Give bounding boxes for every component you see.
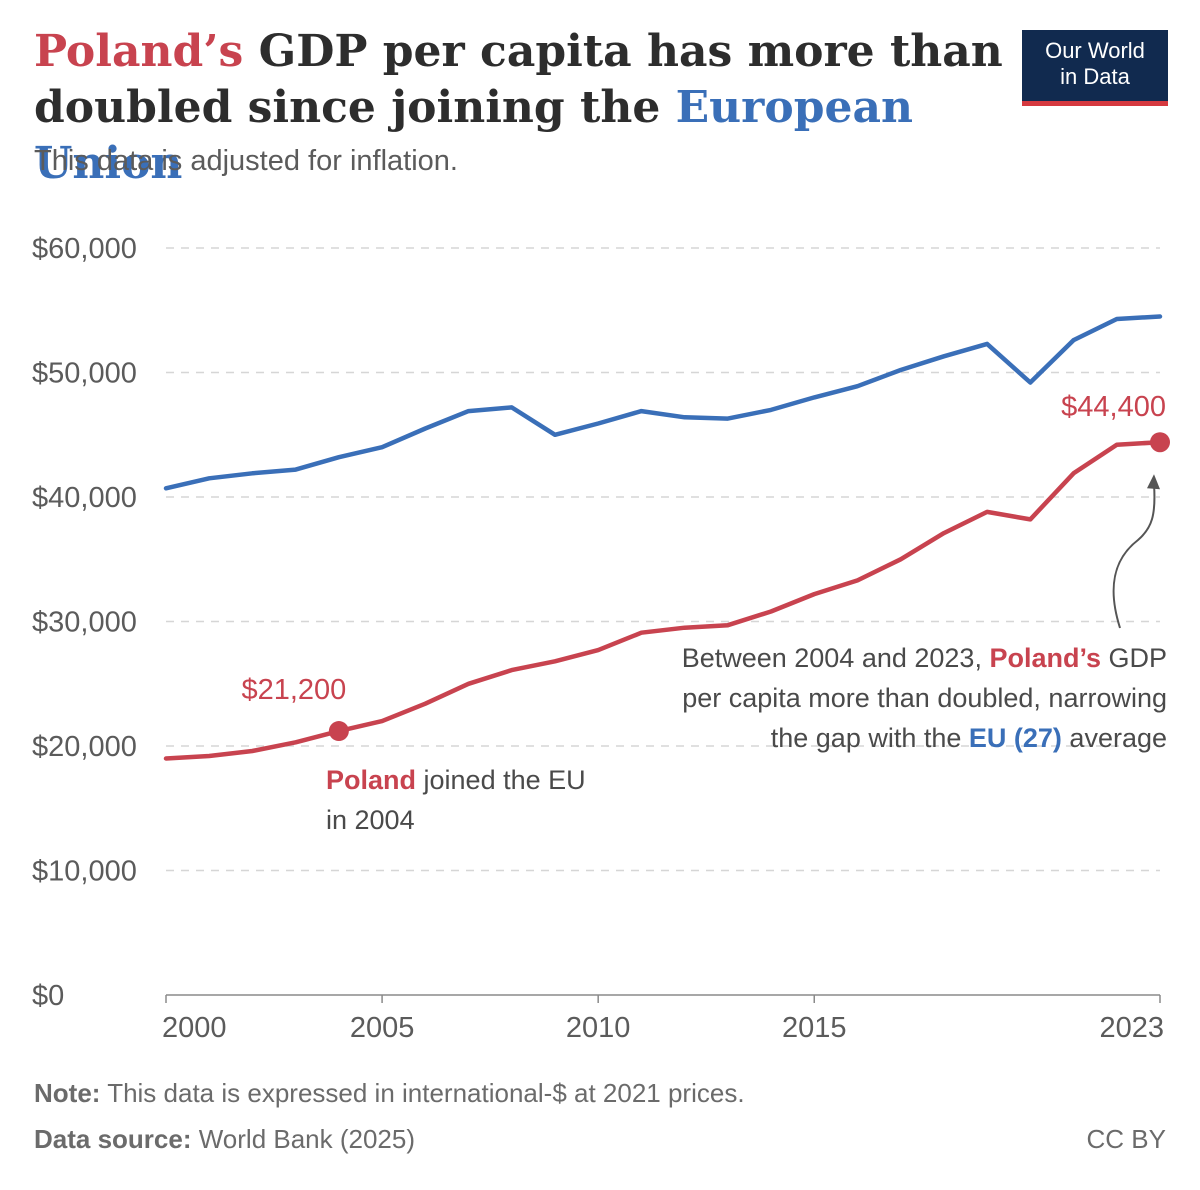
- x-tick-label: 2023: [1099, 1012, 1164, 1044]
- y-tick-label: $60,000: [32, 233, 137, 265]
- axes: $0 $10,000 $20,000 $30,000 $40,000 $50,000 $60…: [32, 233, 1164, 1044]
- x-tick-label: 2000: [162, 1012, 227, 1044]
- data-label-poland-2004: $21,200: [241, 674, 346, 706]
- license[interactable]: CC BY: [1086, 1124, 1166, 1154]
- series-line-eu: [163, 314, 1163, 491]
- data-label-poland-2023: $44,400: [1061, 391, 1166, 423]
- y-tick-label: $40,000: [32, 482, 137, 514]
- note-label: Note:: [34, 1078, 101, 1108]
- x-tick-label: 2005: [350, 1012, 415, 1044]
- x-tick-label: 2010: [566, 1012, 631, 1044]
- title-eu: European Union: [34, 82, 913, 189]
- source-label: Data source:: [34, 1124, 192, 1154]
- x-tick-label: 2015: [782, 1012, 847, 1044]
- logo-line-2: in Data: [1060, 64, 1130, 89]
- summary-text-3: average: [1061, 723, 1167, 753]
- summary-text-2: GDP per capita more than doubled, narrow…: [682, 643, 1167, 753]
- annotation-arrow-head: [1147, 474, 1160, 490]
- y-tick-label: $50,000: [32, 358, 137, 390]
- chart-subtitle: This data is adjusted for inflation.: [34, 145, 458, 177]
- logo-line-1: Our World: [1045, 38, 1145, 63]
- title-poland: Poland’s: [34, 26, 244, 77]
- annotation-arrow: [1112, 474, 1160, 629]
- summary-text-1: Between 2004 and 2023,: [681, 643, 990, 673]
- summary-eu: EU (27): [968, 723, 1062, 753]
- annotation-arrow-line: [1112, 484, 1156, 629]
- y-tick-label: $0: [32, 980, 64, 1012]
- note-text: This data is expressed in international-…: [100, 1078, 745, 1108]
- title-middle: GDP per capita has more than doubled sin…: [34, 26, 1003, 133]
- owid-logo[interactable]: Our World in Data: [1022, 30, 1168, 106]
- annotation-poland-name: Poland: [326, 765, 417, 795]
- chart-note: Note: This data is expressed in internat…: [34, 1078, 745, 1109]
- data-labels: $21,200 $44,400: [241, 391, 1170, 742]
- annotation-join-text: joined the EU in 2004: [326, 765, 586, 835]
- summary-annotation: Between 2004 and 2023, Poland’s GDP per …: [647, 638, 1167, 758]
- poland-join-annotation: Poland joined the EU in 2004: [326, 760, 606, 840]
- line-chart: $0 $10,000 $20,000 $30,000 $40,000 $50,000 $60…: [32, 233, 1170, 1044]
- chart-title: Poland’s GDP per capita has more than do…: [34, 24, 1014, 192]
- summary-poland: Poland’s: [989, 643, 1101, 673]
- y-tick-label: $10,000: [32, 856, 137, 888]
- data-source: Data source: World Bank (2025): [34, 1124, 415, 1155]
- y-tick-label: $30,000: [32, 607, 137, 639]
- y-tick-label: $20,000: [32, 731, 137, 763]
- data-point-poland-2023: [1150, 432, 1170, 453]
- gridlines: [166, 247, 1160, 872]
- data-point-poland-2004: [328, 721, 349, 742]
- source-text[interactable]: World Bank (2025): [191, 1124, 416, 1154]
